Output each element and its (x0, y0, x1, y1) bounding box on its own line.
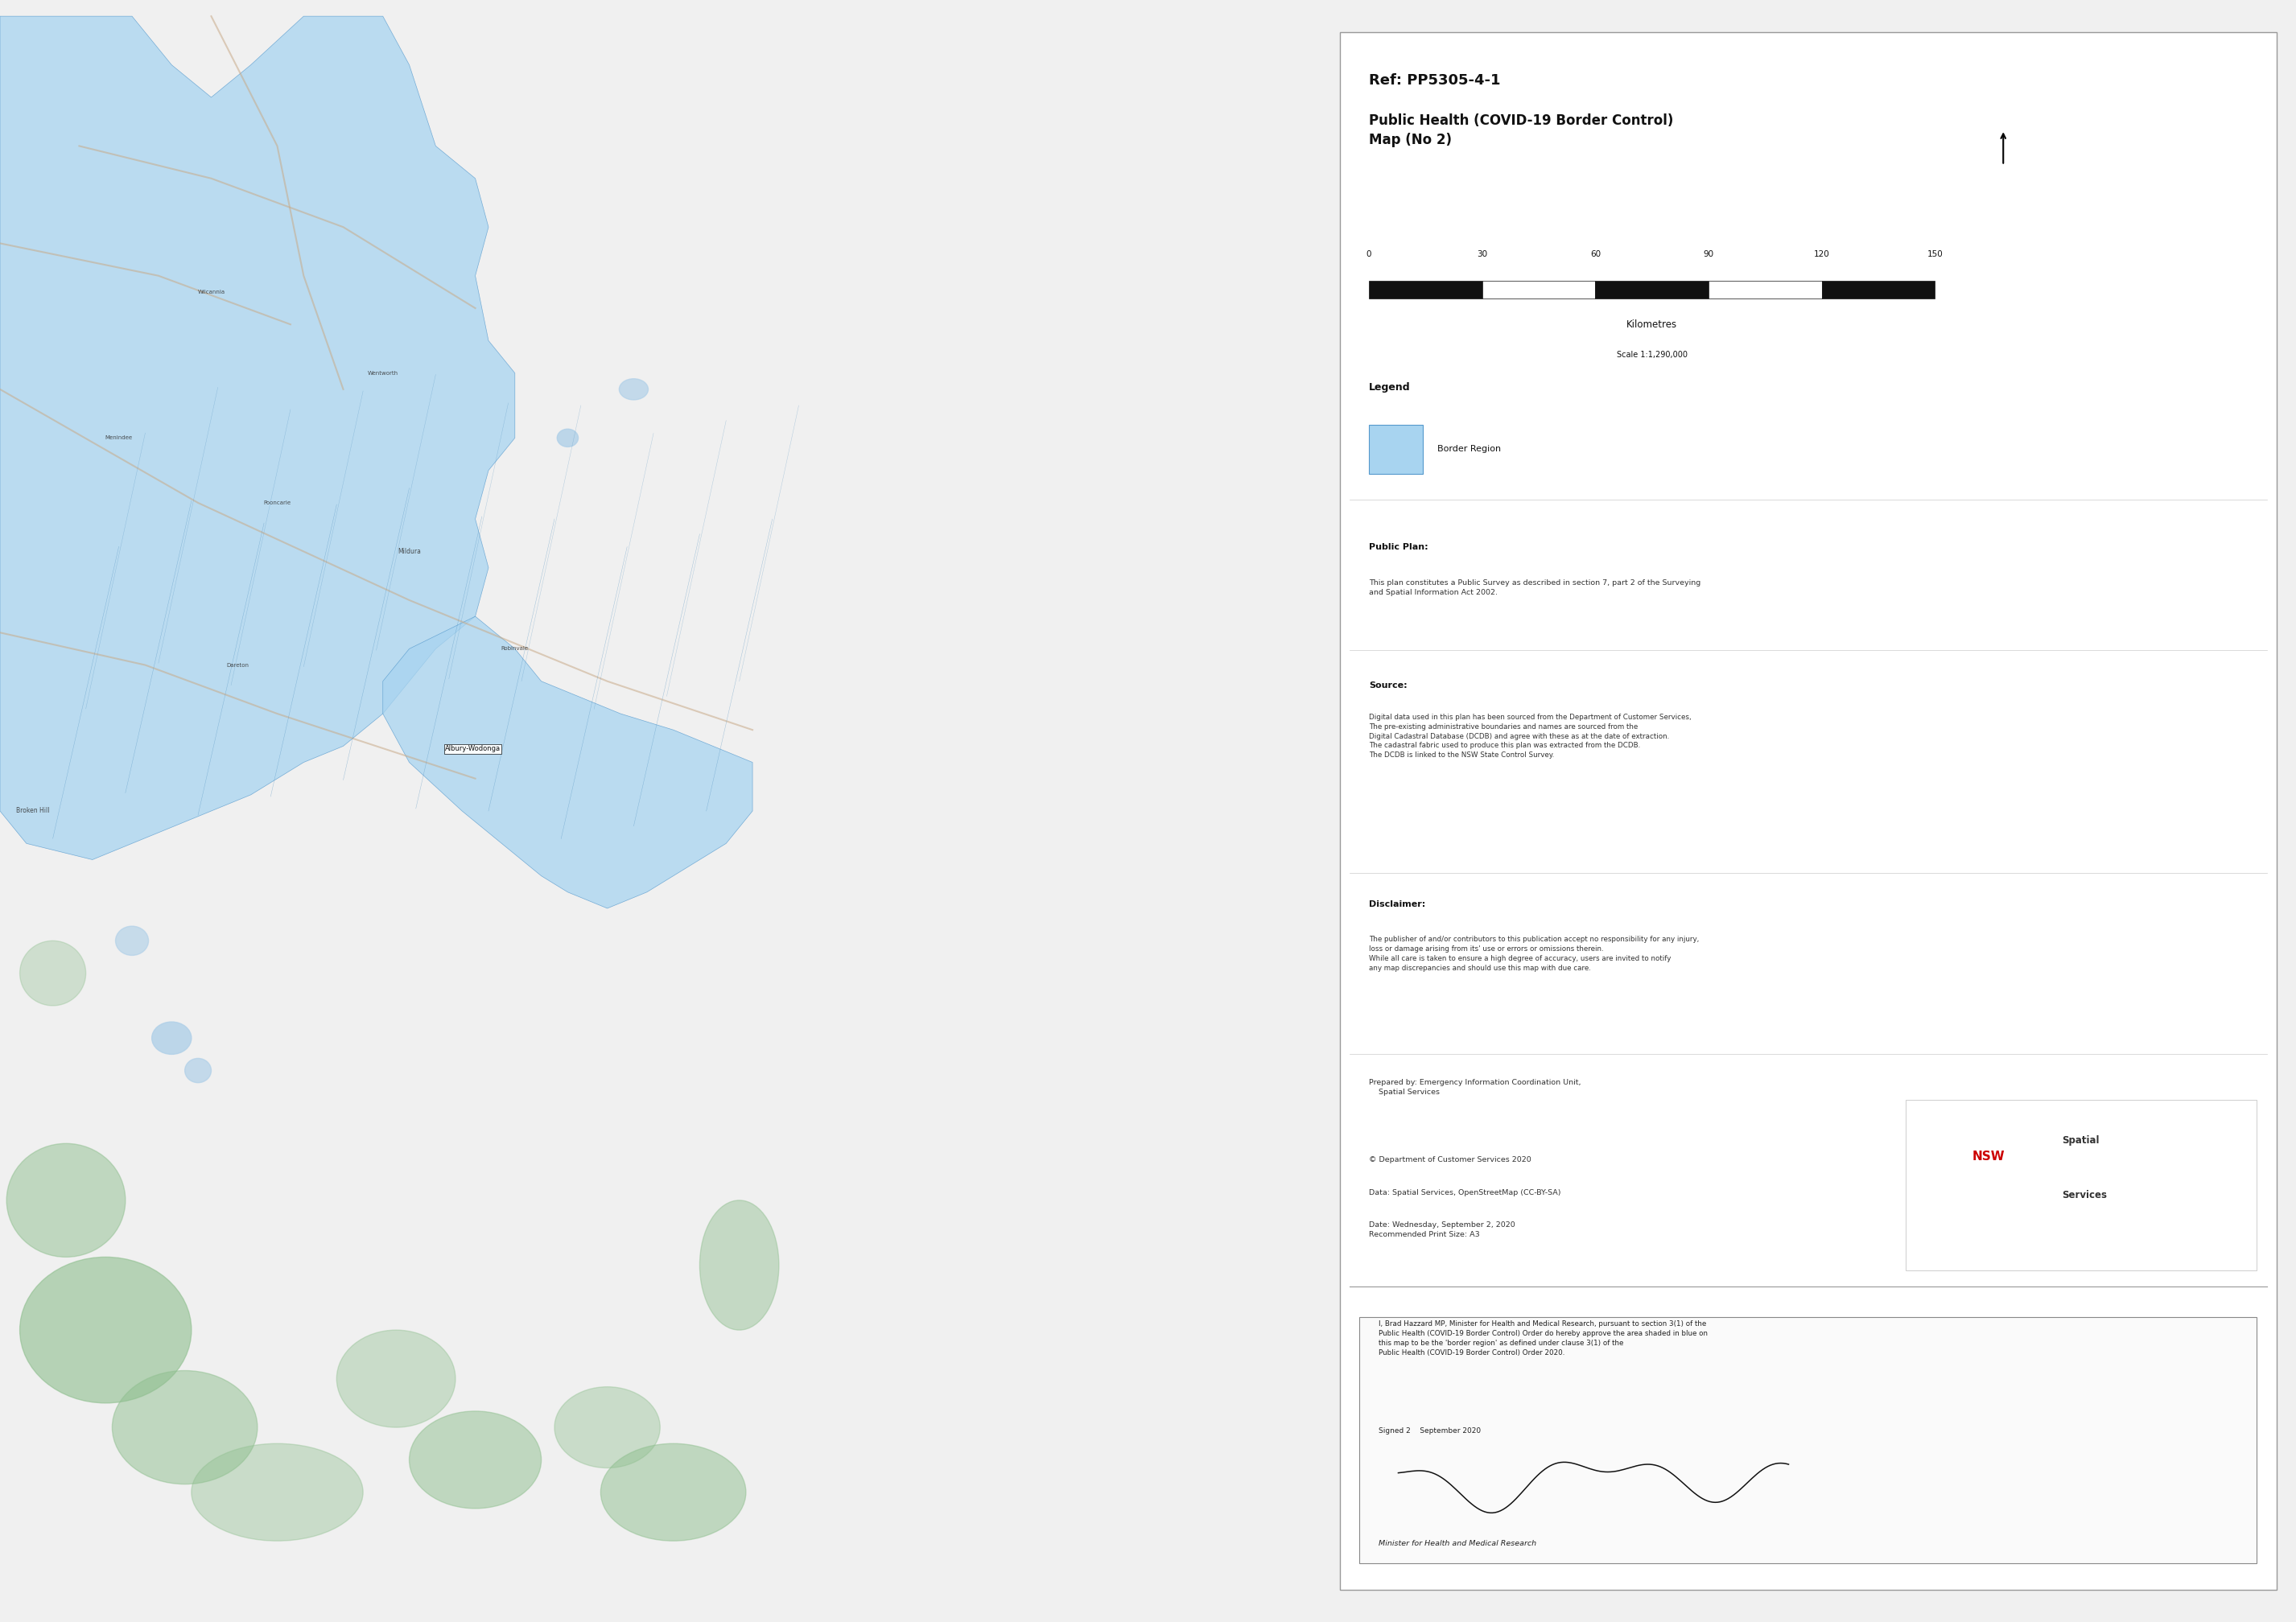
Text: 30: 30 (1476, 250, 1488, 258)
Text: Prepared by: Emergency Information Coordination Unit,
    Spatial Services: Prepared by: Emergency Information Coord… (1368, 1079, 1582, 1096)
Text: Pooncarie: Pooncarie (264, 501, 292, 504)
Ellipse shape (152, 1022, 191, 1054)
Text: Legend: Legend (1368, 383, 1410, 393)
Bar (1368, 425, 1424, 474)
Text: Albury-Wodonga: Albury-Wodonga (445, 746, 501, 753)
Text: Public Health (COVID-19 Border Control)
Map (No 2): Public Health (COVID-19 Border Control) … (1368, 114, 1674, 148)
Text: Data: Spatial Services, OpenStreetMap (CC-BY-SA): Data: Spatial Services, OpenStreetMap (C… (1368, 1189, 1561, 1195)
Polygon shape (383, 616, 753, 908)
FancyBboxPatch shape (1359, 1317, 2257, 1564)
Text: I, Brad Hazzard MP, Minister for Health and Medical Research, pursuant to sectio: I, Brad Hazzard MP, Minister for Health … (1378, 1320, 1708, 1358)
Text: Signed 2    September 2020: Signed 2 September 2020 (1378, 1427, 1481, 1434)
Ellipse shape (602, 1444, 746, 1541)
Ellipse shape (409, 1411, 542, 1508)
Text: Ref: PP5305-4-1: Ref: PP5305-4-1 (1368, 73, 1502, 88)
Ellipse shape (113, 1371, 257, 1484)
Ellipse shape (21, 1257, 191, 1403)
Ellipse shape (620, 378, 647, 401)
Text: © Department of Customer Services 2020: © Department of Customer Services 2020 (1368, 1156, 1531, 1163)
Polygon shape (0, 16, 514, 860)
Text: Disclaimer:: Disclaimer: (1368, 900, 1426, 908)
Ellipse shape (700, 1200, 778, 1330)
Text: 90: 90 (1704, 250, 1713, 258)
Text: Date: Wednesday, September 2, 2020
Recommended Print Size: A3: Date: Wednesday, September 2, 2020 Recom… (1368, 1221, 1515, 1238)
Text: Spatial: Spatial (2062, 1135, 2099, 1145)
Text: 150: 150 (1926, 250, 1942, 258)
Text: Robinvale: Robinvale (501, 647, 528, 650)
Ellipse shape (558, 430, 579, 446)
Text: Wilcannia: Wilcannia (197, 290, 225, 294)
Ellipse shape (7, 1144, 126, 1257)
Text: Services: Services (2062, 1191, 2108, 1200)
Text: Source:: Source: (1368, 681, 1407, 689)
Text: 120: 120 (1814, 250, 1830, 258)
Text: Mildura: Mildura (397, 548, 420, 555)
Text: NSW: NSW (1972, 1150, 2004, 1163)
Text: The publisher of and/or contributors to this publication accept no responsibilit: The publisher of and/or contributors to … (1368, 936, 1699, 972)
Text: Digital data used in this plan has been sourced from the Department of Customer : Digital data used in this plan has been … (1368, 714, 1692, 759)
Bar (1368, 281, 1483, 298)
Ellipse shape (184, 1058, 211, 1083)
Text: This plan constitutes a Public Survey as described in section 7, part 2 of the S: This plan constitutes a Public Survey as… (1368, 579, 1701, 595)
Bar (1708, 281, 1821, 298)
Text: Kilometres: Kilometres (1626, 320, 1678, 329)
Text: Public Plan:: Public Plan: (1368, 543, 1428, 551)
Text: 60: 60 (1591, 250, 1600, 258)
Text: Wentworth: Wentworth (367, 371, 397, 375)
Ellipse shape (115, 926, 149, 955)
Text: Menindee: Menindee (106, 436, 133, 440)
Bar (1821, 281, 1936, 298)
Text: Border Region: Border Region (1437, 446, 1502, 453)
Ellipse shape (191, 1444, 363, 1541)
Text: Dareton: Dareton (227, 663, 248, 667)
Bar (1483, 281, 1596, 298)
Ellipse shape (556, 1387, 661, 1468)
Text: 0: 0 (1366, 250, 1371, 258)
Text: Minister for Health and Medical Research: Minister for Health and Medical Research (1378, 1541, 1536, 1547)
Ellipse shape (338, 1330, 455, 1427)
Bar (1906, 1100, 2257, 1270)
Bar (1596, 281, 1708, 298)
Text: Broken Hill: Broken Hill (16, 808, 51, 814)
Ellipse shape (21, 941, 85, 1006)
Text: Scale 1:1,290,000: Scale 1:1,290,000 (1616, 350, 1688, 358)
